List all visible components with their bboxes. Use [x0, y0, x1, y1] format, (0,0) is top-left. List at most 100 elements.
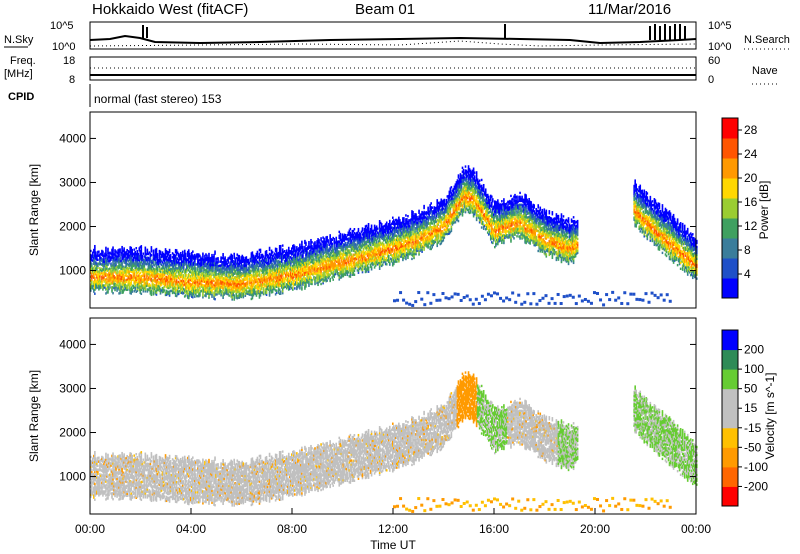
power-cell — [217, 286, 219, 290]
nsearch-tick-bottom: 10^0 — [708, 41, 732, 53]
power-cell — [332, 270, 335, 273]
power-cell — [153, 270, 156, 273]
power-cell — [357, 259, 360, 263]
power-cell — [126, 248, 128, 252]
power-cell — [326, 235, 328, 239]
power-cell — [356, 249, 359, 252]
power-cell — [358, 245, 361, 249]
power-cell — [174, 272, 177, 276]
power-cell — [220, 292, 222, 295]
power-cell — [182, 268, 185, 271]
power-cell — [150, 248, 153, 251]
power-cell — [214, 266, 216, 269]
power-cell — [308, 256, 310, 260]
power-cell — [282, 276, 285, 279]
power-cell — [241, 274, 244, 277]
power-cell — [159, 272, 162, 275]
power-cell — [130, 286, 133, 289]
power-cell — [262, 255, 265, 258]
power-cell — [232, 285, 235, 289]
power-cell — [248, 281, 251, 284]
power-cell — [387, 250, 390, 254]
power-cell — [274, 257, 277, 260]
power-cell — [358, 238, 361, 241]
power-cell — [188, 260, 191, 264]
power-cell — [284, 255, 287, 259]
power-cell — [195, 279, 197, 282]
power-cell — [251, 253, 254, 256]
power-cell — [347, 263, 350, 266]
power-cell — [153, 276, 156, 279]
power-cell — [154, 280, 157, 283]
power-cell — [347, 261, 350, 264]
power-cell — [302, 261, 304, 265]
power-cell — [90, 289, 92, 292]
power-cell — [153, 280, 156, 283]
power-cell — [373, 246, 376, 249]
power-cell — [184, 288, 187, 291]
power-cell — [224, 290, 226, 293]
power-cell — [369, 249, 372, 253]
power-cell — [339, 256, 342, 259]
power-cell — [119, 248, 121, 251]
power-cell — [385, 221, 388, 224]
power-cell — [369, 243, 372, 247]
power-cell — [233, 256, 236, 260]
power-cell — [189, 292, 192, 296]
power-cell — [138, 267, 141, 270]
power-cell — [306, 262, 308, 266]
power-cell — [198, 277, 200, 280]
power-cell — [348, 229, 351, 232]
power-cell — [191, 273, 193, 277]
power-cell — [151, 259, 154, 262]
power-cell — [351, 245, 354, 249]
power-cell — [101, 283, 103, 286]
power-cell — [111, 252, 113, 255]
power-cell — [131, 276, 134, 279]
power-cell — [161, 271, 164, 274]
power-cell — [250, 287, 253, 291]
power-cell — [319, 271, 321, 275]
power-cell — [375, 227, 378, 230]
power-cell — [372, 255, 375, 258]
power-cell — [258, 292, 261, 295]
power-cell — [202, 292, 204, 295]
power-cell — [254, 276, 257, 280]
power-cell — [279, 244, 282, 248]
power-cell — [128, 254, 130, 258]
power-cell — [325, 254, 327, 257]
power-cell — [317, 249, 319, 253]
power-cell — [281, 254, 284, 257]
power-cell — [353, 265, 356, 269]
power-cell — [349, 241, 352, 245]
power-cell — [299, 269, 301, 272]
power-cell — [242, 266, 245, 269]
power-cell — [302, 263, 304, 267]
power-cell — [216, 261, 218, 264]
power-cell — [296, 275, 298, 279]
power-cell — [309, 257, 311, 261]
power-cell — [92, 267, 94, 270]
power-cell — [176, 267, 179, 270]
power-cell — [93, 288, 95, 291]
power-cell — [356, 231, 359, 234]
power-cell — [329, 265, 331, 269]
power-cell — [269, 287, 272, 290]
power-cell — [274, 283, 277, 286]
power-cell — [333, 275, 336, 279]
power-cell — [204, 280, 206, 283]
power-cell — [172, 265, 175, 268]
power-cell — [103, 262, 105, 265]
power-cell — [171, 279, 174, 283]
power-cell — [386, 243, 389, 246]
power-cell — [268, 272, 271, 275]
power-cell — [205, 259, 207, 262]
power-cell — [266, 271, 269, 275]
power-cell — [187, 280, 190, 284]
power-cell — [211, 289, 213, 292]
power-cell — [229, 261, 231, 264]
power-cell — [282, 270, 285, 273]
power-cell — [169, 285, 172, 289]
power-cell — [200, 278, 202, 281]
power-cell — [227, 257, 229, 260]
